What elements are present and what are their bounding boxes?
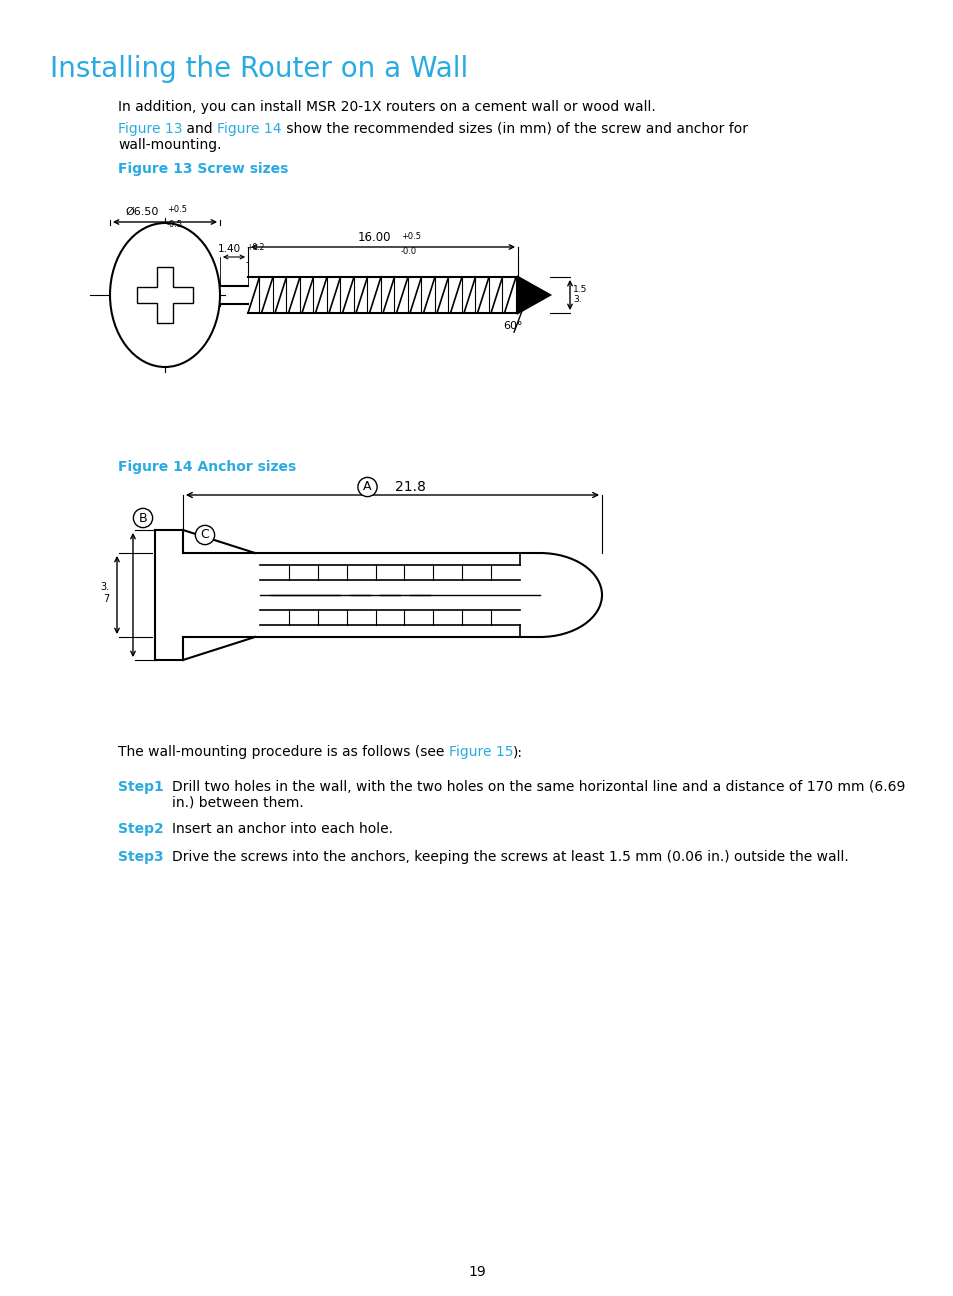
- Text: Figure 15: Figure 15: [448, 745, 513, 759]
- Text: Figure 13: Figure 13: [118, 122, 182, 136]
- Text: +0.5: +0.5: [400, 232, 420, 241]
- Text: Drill two holes in the wall, with the two holes on the same horizontal line and : Drill two holes in the wall, with the tw…: [172, 780, 904, 794]
- Text: Figure 14 Anchor sizes: Figure 14 Anchor sizes: [118, 460, 296, 474]
- Ellipse shape: [110, 223, 220, 367]
- Text: 1.5: 1.5: [573, 285, 587, 293]
- Text: C: C: [200, 529, 209, 542]
- Polygon shape: [517, 277, 550, 314]
- Text: Step2: Step2: [118, 822, 164, 836]
- Text: Drive the screws into the anchors, keeping the screws at least 1.5 mm (0.06 in.): Drive the screws into the anchors, keepi…: [172, 850, 848, 864]
- Text: Step3: Step3: [118, 850, 164, 864]
- Text: Figure 13 Screw sizes: Figure 13 Screw sizes: [118, 162, 288, 176]
- Text: Step1: Step1: [118, 780, 164, 794]
- Text: 16.00: 16.00: [357, 231, 391, 244]
- Polygon shape: [137, 267, 193, 323]
- Text: -0.0: -0.0: [400, 248, 416, 257]
- Text: 3.: 3.: [100, 582, 109, 592]
- Text: -0.5: -0.5: [167, 220, 183, 229]
- Text: 3.: 3.: [573, 294, 581, 303]
- Text: 7: 7: [103, 594, 109, 604]
- Text: In addition, you can install MSR 20-1X routers on a cement wall or wood wall.: In addition, you can install MSR 20-1X r…: [118, 100, 655, 114]
- Text: Ø6.50: Ø6.50: [125, 207, 158, 216]
- Text: Insert an anchor into each hole.: Insert an anchor into each hole.: [172, 822, 393, 836]
- Text: wall-mounting.: wall-mounting.: [118, 137, 221, 152]
- Text: ):: ):: [513, 745, 522, 759]
- Text: Figure 14: Figure 14: [217, 122, 282, 136]
- Text: Installing the Router on a Wall: Installing the Router on a Wall: [50, 54, 468, 83]
- Text: B: B: [138, 512, 147, 525]
- Text: A: A: [363, 481, 372, 494]
- Text: and: and: [182, 122, 217, 136]
- Polygon shape: [517, 277, 550, 314]
- Text: 60°: 60°: [502, 321, 522, 330]
- Text: show the recommended sizes (in mm) of the screw and anchor for: show the recommended sizes (in mm) of th…: [282, 122, 747, 136]
- Text: +0.2: +0.2: [246, 244, 264, 251]
- Text: 21.8: 21.8: [395, 480, 426, 494]
- Text: +0.5: +0.5: [167, 205, 187, 214]
- Text: in.) between them.: in.) between them.: [172, 796, 303, 810]
- Text: The wall-mounting procedure is as follows (see: The wall-mounting procedure is as follow…: [118, 745, 448, 759]
- Text: 1.40: 1.40: [218, 244, 241, 254]
- Text: 19: 19: [468, 1265, 485, 1279]
- Text: -: -: [246, 258, 249, 267]
